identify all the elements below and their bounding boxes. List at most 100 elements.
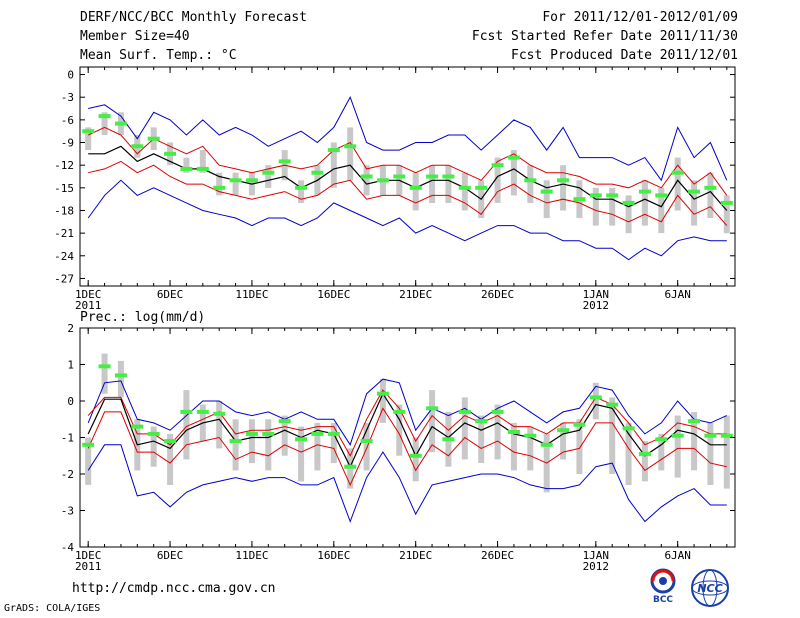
- temp-spread-box: [330, 142, 337, 188]
- temp-observed-mark: [442, 174, 455, 179]
- temp-observed-mark: [491, 163, 504, 168]
- temp-spread-box: [707, 172, 714, 218]
- temp-observed-mark: [131, 144, 144, 149]
- precip-spread-box: [314, 422, 321, 471]
- precip-x-year-label: 2011: [75, 560, 102, 573]
- temp-spread-box: [85, 127, 92, 151]
- precip-spread-box: [723, 415, 730, 489]
- precip-observed-mark: [262, 431, 275, 436]
- temp-x-tick-label: 11DEC: [235, 288, 268, 301]
- temp-spread-box: [298, 180, 305, 203]
- precip-observed-mark: [311, 431, 324, 436]
- temp-y-tick-label: -15: [54, 182, 74, 195]
- precip-spread-box: [150, 426, 157, 467]
- temp-y-tick-label: -27: [54, 272, 74, 285]
- precip-series-upper: [87, 389, 727, 457]
- temp-x-tick-label: 1JAN: [583, 288, 610, 301]
- temp-spread-box: [347, 127, 354, 181]
- temp-observed-mark: [475, 185, 488, 190]
- precip-spread-box: [625, 422, 632, 485]
- precip-observed-mark: [164, 439, 177, 444]
- precip-observed-mark: [180, 409, 193, 414]
- precip-observed-mark: [475, 419, 488, 424]
- precip-spread-box: [363, 422, 370, 471]
- temp-spread-box: [412, 172, 419, 211]
- temp-observed-mark: [164, 151, 177, 156]
- temp-spread-box: [691, 180, 698, 226]
- precip-spread-box: [216, 401, 223, 449]
- precip-spread-box: [576, 419, 583, 475]
- precip-spread-box: [510, 422, 517, 471]
- precip-observed-mark: [540, 442, 553, 447]
- member-size: Member Size=40: [80, 29, 190, 44]
- temp-spread-box: [527, 165, 534, 203]
- temp-x-tick-label: 1DEC: [75, 288, 102, 301]
- precip-x-tick-label: 1DEC: [75, 549, 102, 562]
- precip-observed-mark: [606, 402, 619, 407]
- temp-observed-mark: [213, 185, 226, 190]
- temp-observed-mark: [638, 189, 651, 194]
- temp-y-tick-label: -9: [61, 137, 74, 150]
- temp-spread-box: [199, 150, 206, 173]
- precip-spread-box: [298, 426, 305, 482]
- temp-observed-mark: [589, 193, 602, 198]
- temp-series-lower: [88, 160, 728, 226]
- temp-spread-box: [641, 180, 648, 226]
- temp-observed-mark: [671, 170, 684, 175]
- temp-observed-mark: [655, 193, 668, 198]
- precip-spread-box: [412, 437, 419, 482]
- temp-observed-mark: [393, 174, 406, 179]
- temp-y-tick-label: -3: [61, 91, 74, 104]
- ncc-logo-text: NCC: [697, 582, 722, 595]
- precip-y-tick-label: -2: [61, 468, 74, 481]
- precip-spread-box: [396, 404, 403, 456]
- temp-series-upper: [87, 126, 728, 196]
- temp-observed-mark: [311, 170, 324, 175]
- temp-spread-box: [429, 165, 436, 203]
- temp-spread-box: [494, 157, 501, 203]
- precip-spread-box: [85, 437, 92, 485]
- temp-x-year-label: 2011: [75, 299, 102, 312]
- precip-spread-box: [117, 360, 124, 398]
- temp-y-tick-label: -21: [54, 227, 74, 240]
- temp-y-tick-label: -6: [61, 114, 74, 127]
- temp-y-tick-label: -18: [54, 204, 74, 217]
- forecast-produced: Fcst Produced Date 2011/12/01: [511, 48, 738, 63]
- temp-spread-box: [625, 195, 632, 234]
- source-url[interactable]: http://cmdp.ncc.cma.gov.cn: [72, 581, 276, 596]
- precip-observed-mark: [278, 419, 291, 424]
- temp-x-year-label: 2012: [583, 299, 610, 312]
- temp-observed-mark: [278, 159, 291, 164]
- temp-spread-box: [658, 187, 665, 234]
- precip-series-min: [87, 444, 727, 523]
- temp-x-tick-label: 16DEC: [317, 288, 350, 301]
- temp-observed-mark: [229, 178, 242, 183]
- precip-observed-mark: [573, 422, 586, 427]
- precip-observed-mark: [393, 409, 406, 414]
- precip-y-tick-label: -4: [61, 541, 75, 554]
- temp-observed-mark: [376, 178, 389, 183]
- precip-observed-mark: [82, 442, 95, 447]
- temp-series-min: [87, 179, 727, 261]
- temp-y-tick-label: -24: [54, 250, 74, 263]
- temp-spread-box: [461, 172, 468, 211]
- precip-spread-box: [248, 419, 255, 464]
- temp-observed-mark: [524, 178, 537, 183]
- precip-x-tick-label: 6DEC: [157, 549, 184, 562]
- precip-observed-mark: [376, 391, 389, 396]
- temp-observed-mark: [409, 185, 422, 190]
- precip-spread-box: [494, 404, 501, 460]
- temp-spread-box: [216, 172, 223, 196]
- precip-observed-mark: [491, 409, 504, 414]
- precip-observed-mark: [98, 364, 111, 369]
- precip-spread-box: [429, 390, 436, 453]
- ncc-logo: NCC: [691, 569, 729, 607]
- temp-spread-box: [543, 180, 550, 219]
- precip-observed-mark: [426, 406, 439, 411]
- precip-spread-box: [379, 379, 386, 423]
- temp-spread-box: [363, 165, 370, 196]
- precip-spread-box: [232, 419, 239, 471]
- precip-x-tick-label: 1JAN: [583, 549, 610, 562]
- temp-observed-mark: [557, 178, 570, 183]
- temp-observed-mark: [704, 185, 717, 190]
